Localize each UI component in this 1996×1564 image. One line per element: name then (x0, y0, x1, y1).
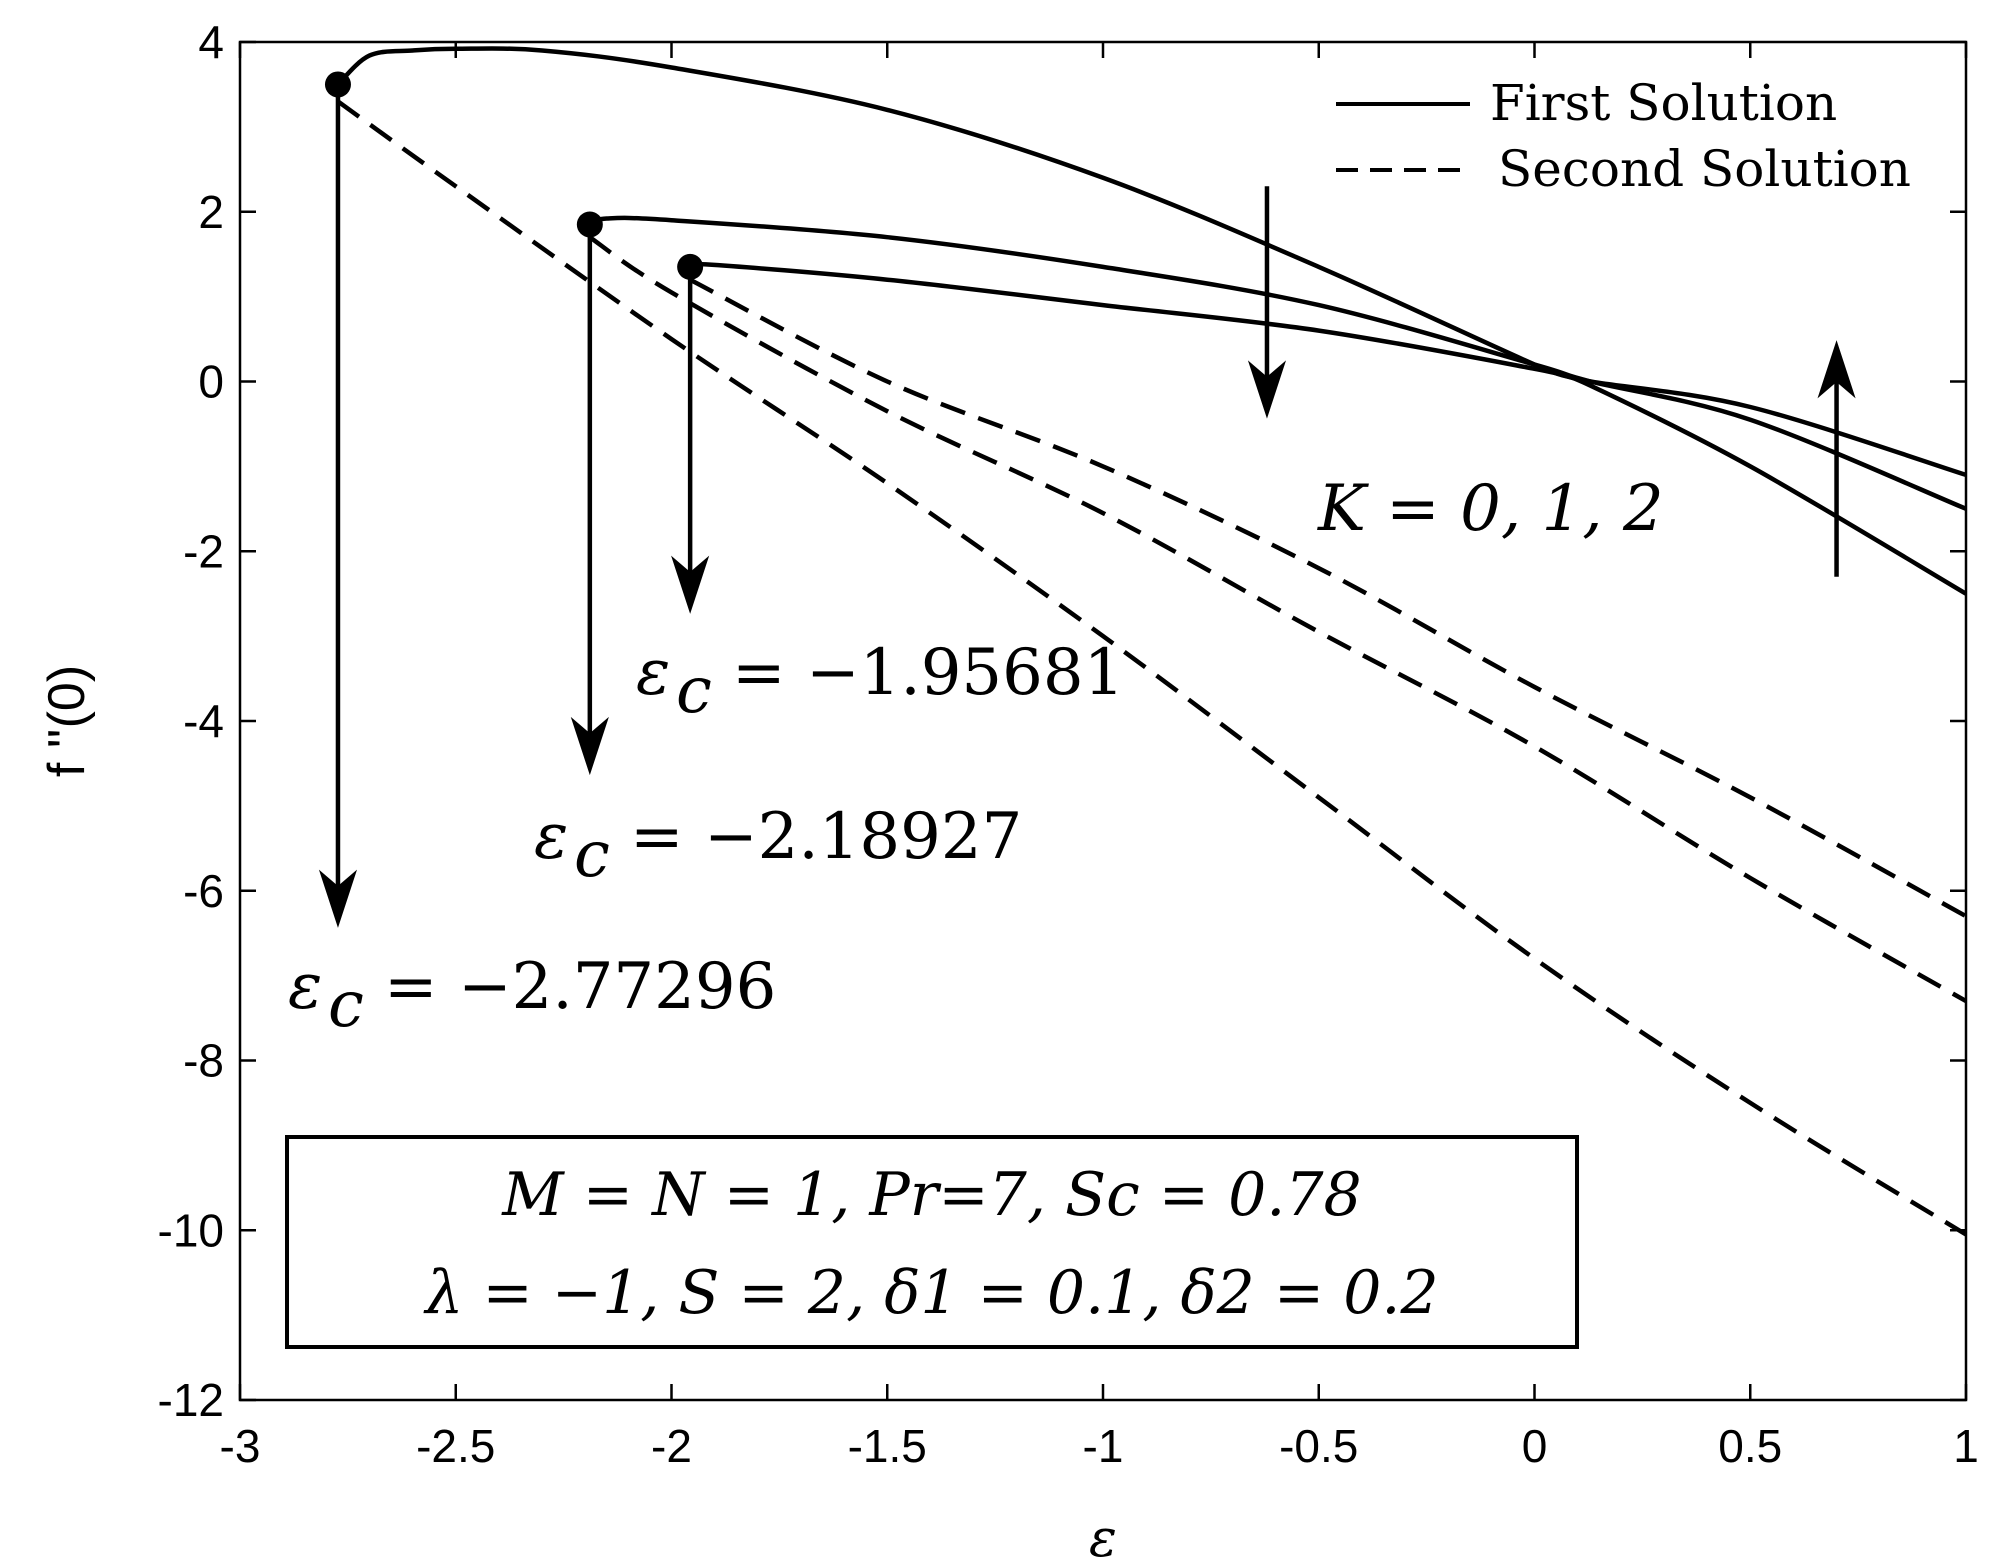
critical-point-marker (677, 253, 704, 280)
eps-c-subscript: c (328, 968, 364, 1042)
eps-c-symbol: ε (636, 636, 670, 710)
series-k0-first-solution (336, 46, 1968, 596)
eps-c-symbol: ε (534, 800, 568, 874)
x-tick-label: 1 (1953, 1420, 1979, 1472)
critical-point-markers (324, 71, 704, 280)
critical-value-annotation-1: ε c = −2.77296 (288, 950, 776, 1042)
parameter-line-2: λ = −1, S = 2, δ1 = 0.1, δ2 = 0.2 (423, 1258, 1438, 1328)
y-tick-label: -12 (158, 1374, 224, 1426)
arrow-head (1247, 360, 1287, 419)
y-tick-label: 2 (198, 186, 224, 238)
legend: First Solution Second Solution (1336, 74, 1911, 198)
eps-c-value: −2.18927 (704, 800, 1022, 874)
critical-point-marker (576, 211, 603, 238)
eps-c-subscript: c (574, 818, 610, 892)
x-tick-label: -2 (651, 1420, 692, 1472)
eps-c-symbol: ε (288, 950, 322, 1024)
y-axis-label: f ''(0) (38, 665, 96, 777)
critical-value-annotation-3: ε c = −1.95681 (636, 636, 1124, 728)
parameter-box-border (285, 1135, 1579, 1349)
parameter-line-1: M = N = 1, Pr=7, Sc = 0.78 (501, 1160, 1361, 1230)
series-k2-first-solution (684, 261, 1967, 478)
y-tick-label: -6 (183, 865, 224, 917)
arrow-head (570, 716, 609, 776)
arrow-head (318, 869, 358, 928)
eps-c-equals: = (732, 636, 786, 710)
legend-label-second-solution: Second Solution (1498, 140, 1911, 198)
k-parameter-annotation: K = 0, 1, 2 (1317, 472, 1664, 546)
plot-frame (238, 40, 1968, 1402)
x-tick-label: -1 (1083, 1420, 1124, 1472)
eps-c-value: −1.95681 (806, 636, 1124, 710)
legend-label-first-solution: First Solution (1490, 74, 1837, 132)
arrow-head (1817, 340, 1856, 399)
eps-c-value: −2.77296 (458, 950, 776, 1024)
series-k2-second-solution (689, 277, 1968, 919)
critical-point-marker (324, 71, 351, 98)
x-tick-label: -1.5 (848, 1420, 927, 1472)
critical-value-annotation-2: ε c = −2.18927 (534, 800, 1022, 892)
y-tick-label: -4 (183, 695, 224, 747)
eps-c-subscript: c (676, 654, 712, 728)
y-tick-label: -10 (158, 1204, 224, 1256)
y-tick-label: 0 (198, 356, 224, 408)
x-tick-label: -0.5 (1279, 1420, 1358, 1472)
x-axis-label: ε (1089, 1509, 1117, 1564)
y-tick-label: -2 (183, 525, 224, 577)
series-k0-second-solution (336, 99, 1968, 1237)
x-tick-label: 0 (1522, 1420, 1548, 1472)
arrow-head (671, 555, 710, 614)
x-tick-label: -2.5 (416, 1420, 495, 1472)
eps-c-equals: = (630, 800, 684, 874)
x-tick-label: 0.5 (1718, 1420, 1782, 1472)
arrow-layer (318, 84, 1856, 928)
y-tick-label: 4 (198, 16, 224, 68)
parameter-box: M = N = 1, Pr=7, Sc = 0.78 λ = −1, S = 2… (285, 1135, 1579, 1349)
eps-c-equals: = (384, 950, 438, 1024)
x-tick-label: -3 (220, 1420, 261, 1472)
y-tick-label: -8 (183, 1035, 224, 1087)
tick-labels: -3 -2.5 -2 -1.5 -1 -0.5 0 0.5 1 4 2 0 -2 -4 -6 -8 -10 -12 (158, 16, 1979, 1472)
